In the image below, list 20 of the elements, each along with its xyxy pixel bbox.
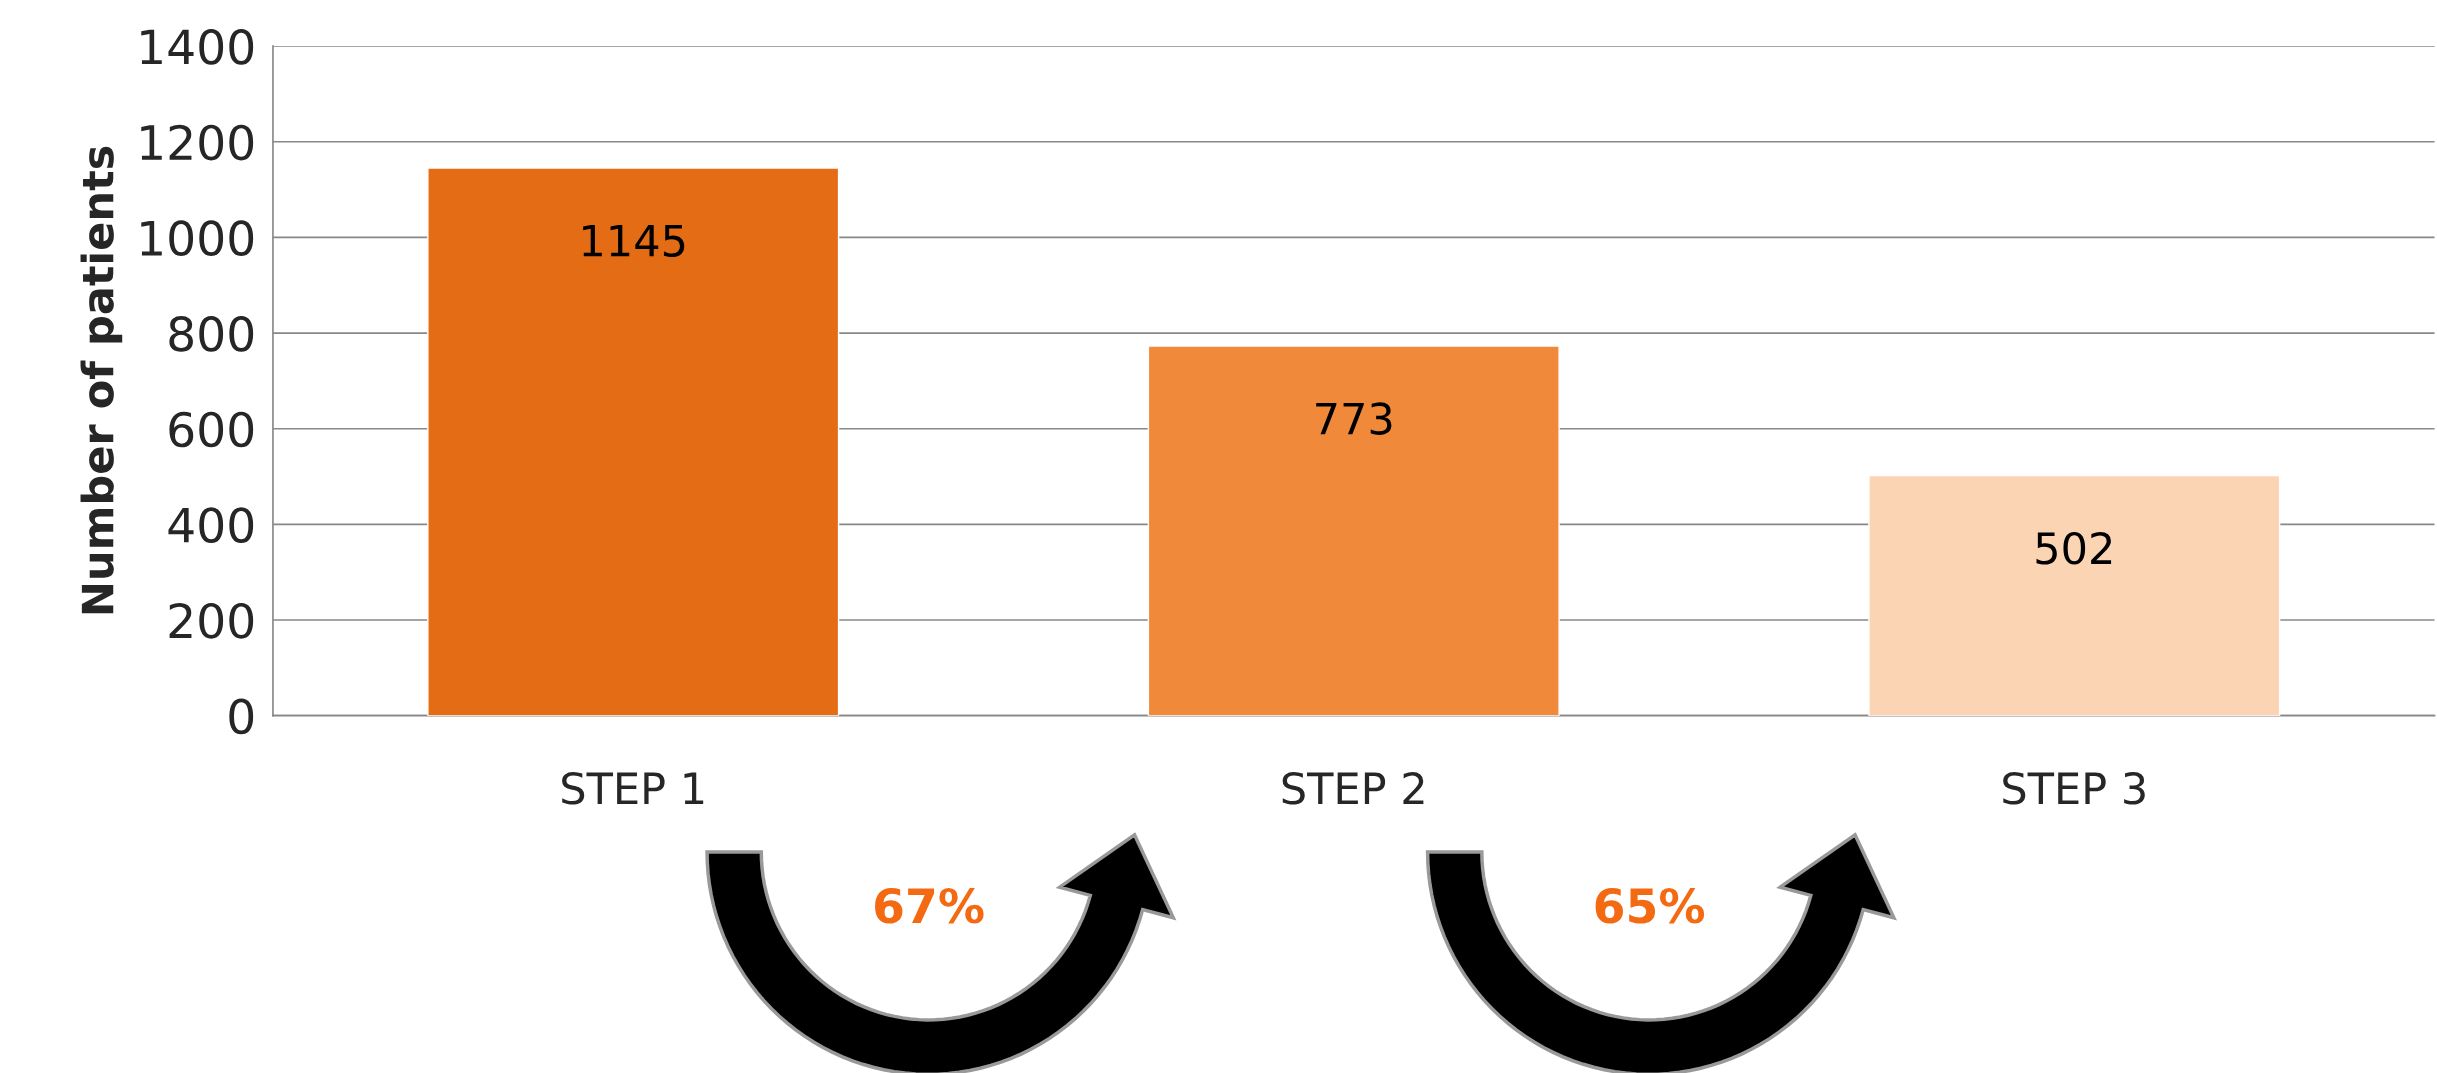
text: 65%	[1595, 887, 1705, 924]
y-tick-label: 1000	[141, 220, 254, 257]
data-label: 502	[2036, 531, 2112, 565]
y-tick-label: 600	[169, 411, 254, 448]
y-tick-label: 400	[168, 507, 254, 543]
y-tick-label: 800	[169, 315, 254, 352]
data-label: 1145	[583, 224, 685, 257]
bar	[1868, 474, 2281, 716]
bar	[1147, 345, 1560, 716]
y-tick-label: 1200	[141, 124, 254, 161]
x-tick-label: STEP 2	[1282, 772, 1424, 805]
bar	[427, 167, 840, 716]
y-tick-label: 1400	[141, 29, 254, 65]
data-label: 773	[1316, 402, 1392, 435]
text: 67%	[875, 887, 984, 924]
x-tick-label: STEP 1	[562, 772, 704, 805]
y-axis-title: Number of patients	[80, 146, 123, 614]
x-tick-label: STEP 3	[2003, 772, 2145, 805]
y-tick-label: 200	[169, 602, 254, 639]
y-tick-label: 0	[229, 698, 254, 735]
